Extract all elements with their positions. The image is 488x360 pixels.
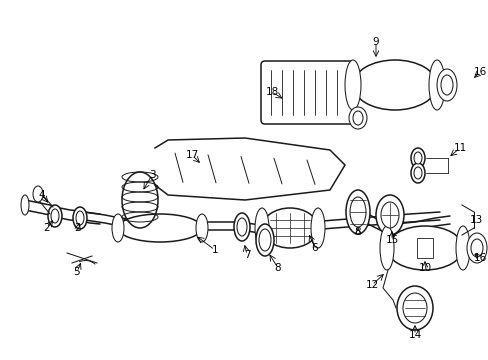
- Ellipse shape: [21, 195, 29, 215]
- Ellipse shape: [345, 60, 360, 110]
- Bar: [416, 238, 432, 258]
- Ellipse shape: [436, 69, 456, 101]
- Ellipse shape: [196, 214, 207, 242]
- Ellipse shape: [386, 226, 462, 270]
- Ellipse shape: [76, 211, 84, 225]
- Text: 8: 8: [354, 227, 361, 237]
- Ellipse shape: [428, 60, 444, 110]
- Ellipse shape: [348, 107, 366, 129]
- Text: 3: 3: [148, 170, 155, 180]
- Ellipse shape: [440, 75, 452, 95]
- Polygon shape: [155, 138, 345, 200]
- Text: 16: 16: [472, 253, 486, 263]
- Text: 4: 4: [39, 190, 45, 200]
- Ellipse shape: [262, 208, 317, 248]
- Ellipse shape: [413, 152, 421, 164]
- Text: 1: 1: [211, 245, 218, 255]
- Ellipse shape: [380, 202, 398, 228]
- Text: 9: 9: [372, 37, 379, 47]
- Ellipse shape: [375, 195, 403, 235]
- Text: 2: 2: [75, 223, 81, 233]
- Ellipse shape: [112, 214, 124, 242]
- Text: 15: 15: [385, 235, 398, 245]
- Ellipse shape: [256, 224, 273, 256]
- Ellipse shape: [259, 229, 270, 251]
- Text: 8: 8: [274, 263, 281, 273]
- Text: 6: 6: [311, 243, 318, 253]
- Ellipse shape: [352, 111, 362, 125]
- Ellipse shape: [349, 197, 365, 227]
- Ellipse shape: [48, 205, 62, 227]
- Ellipse shape: [466, 233, 486, 263]
- FancyBboxPatch shape: [261, 61, 353, 124]
- Ellipse shape: [237, 218, 246, 236]
- Text: 10: 10: [418, 263, 431, 273]
- Ellipse shape: [352, 60, 436, 110]
- Text: 16: 16: [472, 67, 486, 77]
- Ellipse shape: [402, 293, 426, 323]
- Ellipse shape: [346, 190, 369, 234]
- Text: 12: 12: [365, 280, 378, 290]
- Ellipse shape: [234, 213, 249, 241]
- Text: 11: 11: [452, 143, 466, 153]
- Text: 2: 2: [43, 223, 50, 233]
- Text: 13: 13: [468, 215, 482, 225]
- Ellipse shape: [455, 226, 469, 270]
- Ellipse shape: [410, 163, 424, 183]
- Ellipse shape: [310, 208, 325, 248]
- Text: 7: 7: [243, 250, 250, 260]
- Ellipse shape: [118, 214, 202, 242]
- Ellipse shape: [33, 186, 43, 202]
- Ellipse shape: [410, 148, 424, 168]
- Ellipse shape: [396, 286, 432, 330]
- Ellipse shape: [51, 209, 59, 223]
- Text: 14: 14: [407, 330, 421, 340]
- Text: 17: 17: [185, 150, 198, 160]
- Ellipse shape: [413, 167, 421, 179]
- Ellipse shape: [379, 226, 393, 270]
- Text: 18: 18: [265, 87, 278, 97]
- Ellipse shape: [73, 207, 87, 229]
- Text: 5: 5: [74, 267, 80, 277]
- Ellipse shape: [254, 208, 268, 248]
- Ellipse shape: [470, 239, 482, 257]
